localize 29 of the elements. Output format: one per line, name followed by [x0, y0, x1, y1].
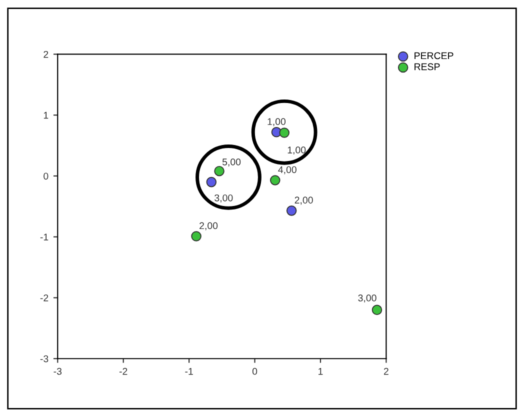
annotation: 2,00 — [200, 222, 218, 230]
annotation: 2,00 — [294, 196, 313, 205]
y-tick-label: 2 — [44, 50, 48, 58]
point — [372, 304, 382, 316]
y-tick-label: -1 — [40, 234, 48, 240]
y-tick-label: -3 — [40, 355, 48, 362]
annotation: 1,00 — [288, 146, 306, 155]
point — [279, 128, 290, 138]
annotation: 1,00 — [268, 118, 286, 126]
x-tick-label: 1 — [318, 368, 323, 375]
annotation: 4,00 — [278, 166, 296, 174]
annotation: 3,00 — [214, 194, 233, 202]
x-tick-label: 2 — [384, 368, 388, 375]
annotation: 5,00 — [222, 158, 241, 167]
y-tick-label: -2 — [40, 294, 48, 302]
legend-label: PERCEP — [414, 52, 454, 60]
x-tick-label: -1 — [185, 368, 193, 375]
x-tick-label: 0 — [252, 368, 258, 375]
legend-label: RESP — [414, 63, 440, 70]
point — [191, 231, 202, 242]
point — [270, 175, 280, 186]
y-tick-label: 0 — [44, 172, 48, 180]
x-tick-label: -3 — [54, 368, 62, 375]
annotation: 3,00 — [358, 294, 376, 303]
point — [286, 206, 297, 216]
x-tick-label: -2 — [119, 368, 128, 375]
point — [206, 176, 217, 188]
point — [214, 166, 224, 176]
y-tick-label: 1 — [44, 112, 48, 119]
